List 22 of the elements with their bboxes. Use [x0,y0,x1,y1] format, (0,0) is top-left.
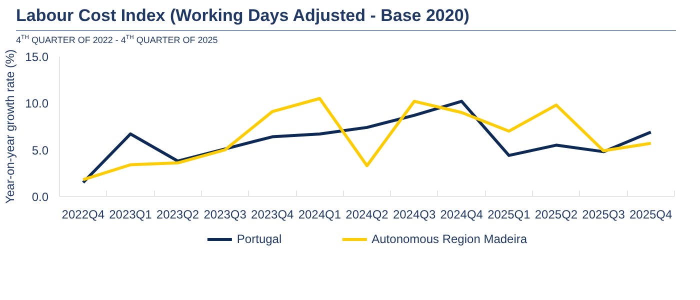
legend-label: Portugal [236,232,282,246]
x-tick-label: 2025Q3 [582,208,626,222]
y-axis-title: Year-on-year growth rate (%) [3,49,18,204]
chart-title: Labour Cost Index (Working Days Adjusted - Base 2020) [16,4,676,32]
x-tick-label: 2023Q2 [156,208,200,222]
x-tick-label: 2024Q1 [298,208,342,222]
y-tick-label: 15.0 [25,50,49,64]
x-tick-label: 2024Q3 [392,208,436,222]
x-tick-label: 2024Q4 [440,208,484,222]
x-tick-label: 2023Q4 [251,208,294,222]
x-tick-label: 2025Q2 [534,208,578,222]
y-tick-label: 0.0 [32,190,49,204]
x-tick-label: 2022Q4 [62,208,105,222]
x-tick-label: 2025Q1 [488,208,531,222]
x-tick-label: 2023Q1 [109,208,152,222]
y-tick-label: 5.0 [32,143,49,158]
x-tick-label: 2025Q4 [629,208,673,222]
chart-subtitle: 4$^{TH}$ QUARTER OF 2022 - 4$^{TH}$ QUARTER OF 2025 [16,34,219,48]
x-tick-label: 2024Q2 [346,208,389,222]
x-tick-label: 2023Q3 [204,208,247,222]
y-tick-label: 10.0 [25,96,49,111]
legend-label: Autonomous Region Madeira [372,232,528,246]
